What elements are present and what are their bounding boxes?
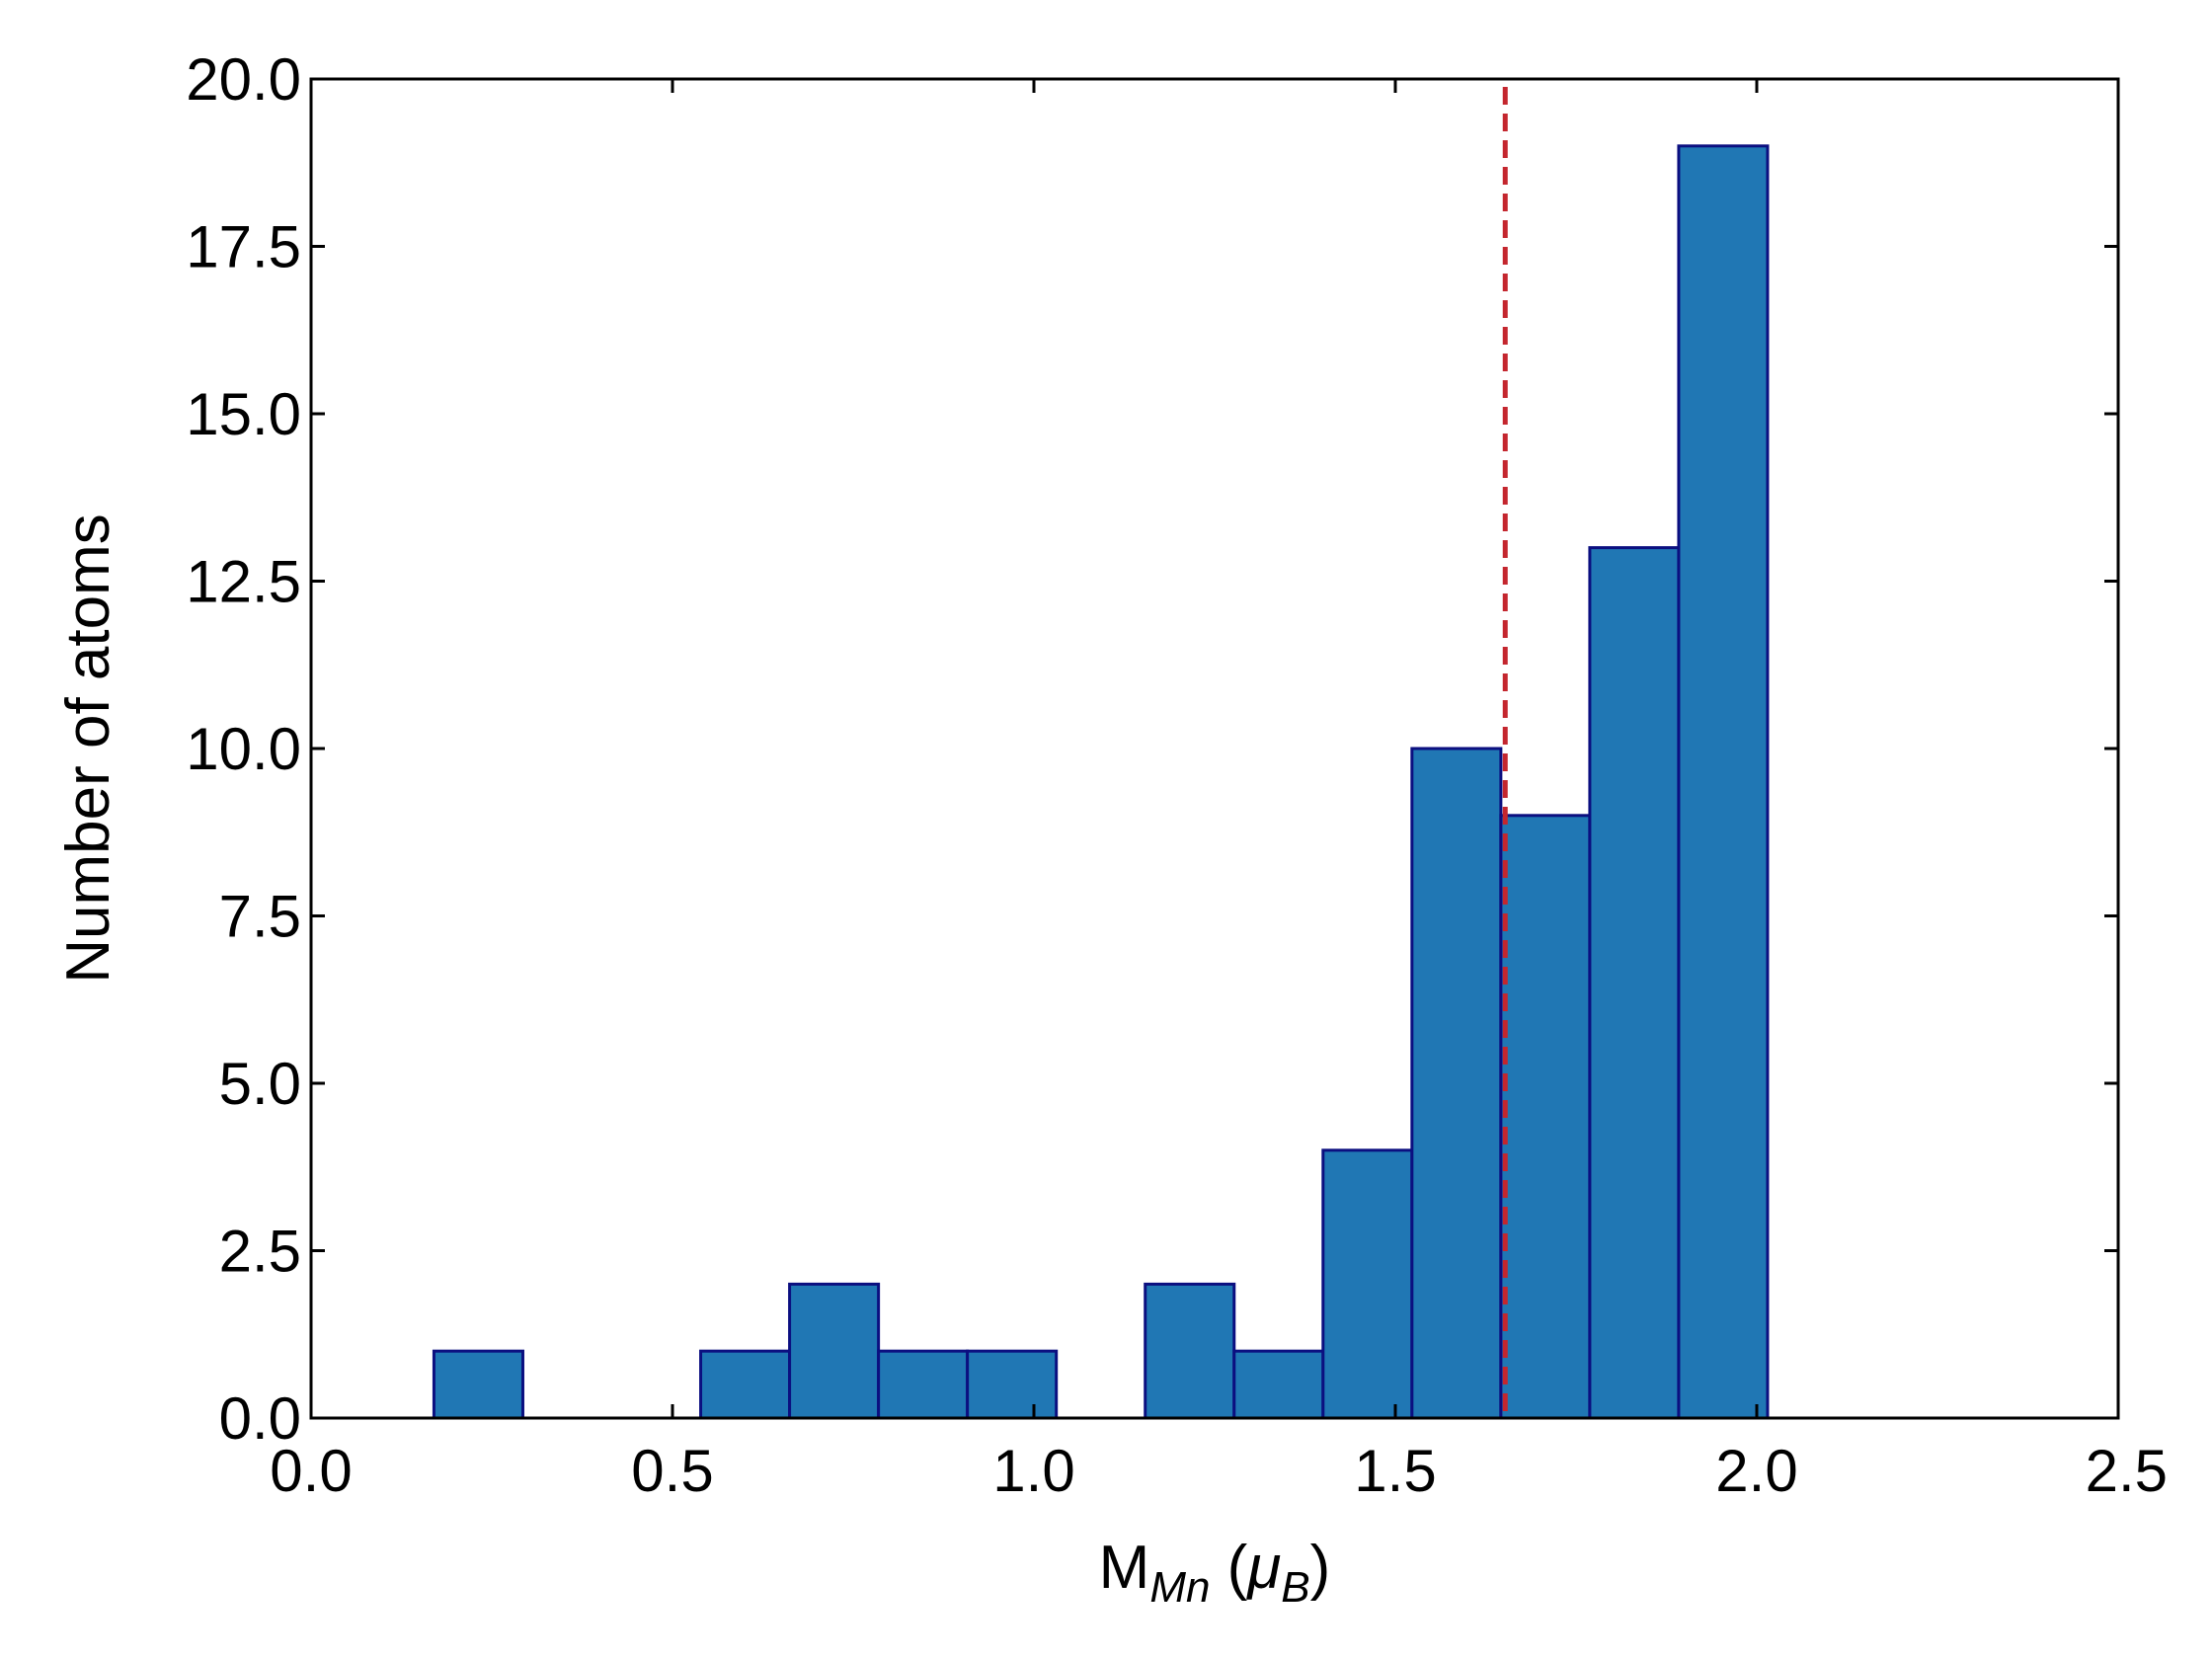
x-axis-label-paren-open: (	[1210, 1534, 1247, 1602]
y-tick-label-4: 10.0	[186, 716, 301, 782]
tick-labels-layer: 0.0 0.5 1.0 1.5 2.0 2.5 0.0 2.5 5.0 7.5 10.0 12.5 15…	[186, 46, 2168, 1504]
y-axis-label: Number of atoms	[54, 514, 122, 984]
y-tick-label-5: 12.5	[186, 549, 301, 615]
x-axis-label-sub: Mn	[1149, 1563, 1210, 1612]
histogram-bar-11	[1410, 747, 1503, 1420]
histogram-bar-4	[788, 1282, 881, 1420]
x-tick-label-4: 2.0	[1715, 1438, 1797, 1504]
histogram-bar-14	[1677, 144, 1770, 1420]
plot-frame	[309, 77, 2120, 1420]
y-tick-label-3: 7.5	[219, 884, 301, 950]
histogram-bar-0	[432, 1349, 524, 1420]
y-tick-label-6: 15.0	[186, 381, 301, 447]
ticks-layer	[309, 77, 2120, 1420]
histogram-bar-13	[1588, 546, 1681, 1420]
y-tick-label-8: 20.0	[186, 46, 301, 113]
x-axis-label-mu: μ	[1245, 1534, 1281, 1602]
histogram-bar-6	[966, 1349, 1059, 1420]
x-tick-label-0: 0.0	[270, 1438, 352, 1504]
y-tick-label-0: 0.0	[219, 1385, 301, 1452]
x-tick-label-5: 2.5	[2086, 1438, 2168, 1504]
histogram-bar-12	[1499, 814, 1592, 1420]
x-axis-label-paren-close: )	[1310, 1534, 1331, 1602]
histogram-bar-3	[699, 1349, 792, 1420]
x-axis-label: MMn (μB)	[1099, 1534, 1331, 1612]
x-axis-label-mu-sub: B	[1281, 1563, 1309, 1612]
x-tick-label-3: 1.5	[1354, 1438, 1436, 1504]
y-tick-label-2: 5.0	[219, 1051, 301, 1117]
x-axis-label-main: M	[1099, 1534, 1150, 1602]
histogram-bar-10	[1321, 1148, 1414, 1420]
y-tick-label-7: 17.5	[186, 214, 301, 280]
histogram-bar-8	[1144, 1282, 1236, 1420]
bars-layer	[432, 144, 1770, 1420]
x-tick-label-1: 0.5	[631, 1438, 713, 1504]
x-tick-label-2: 1.0	[992, 1438, 1074, 1504]
y-tick-label-1: 2.5	[219, 1219, 301, 1285]
histogram-bar-5	[877, 1349, 970, 1420]
histogram-bar-9	[1232, 1349, 1325, 1420]
